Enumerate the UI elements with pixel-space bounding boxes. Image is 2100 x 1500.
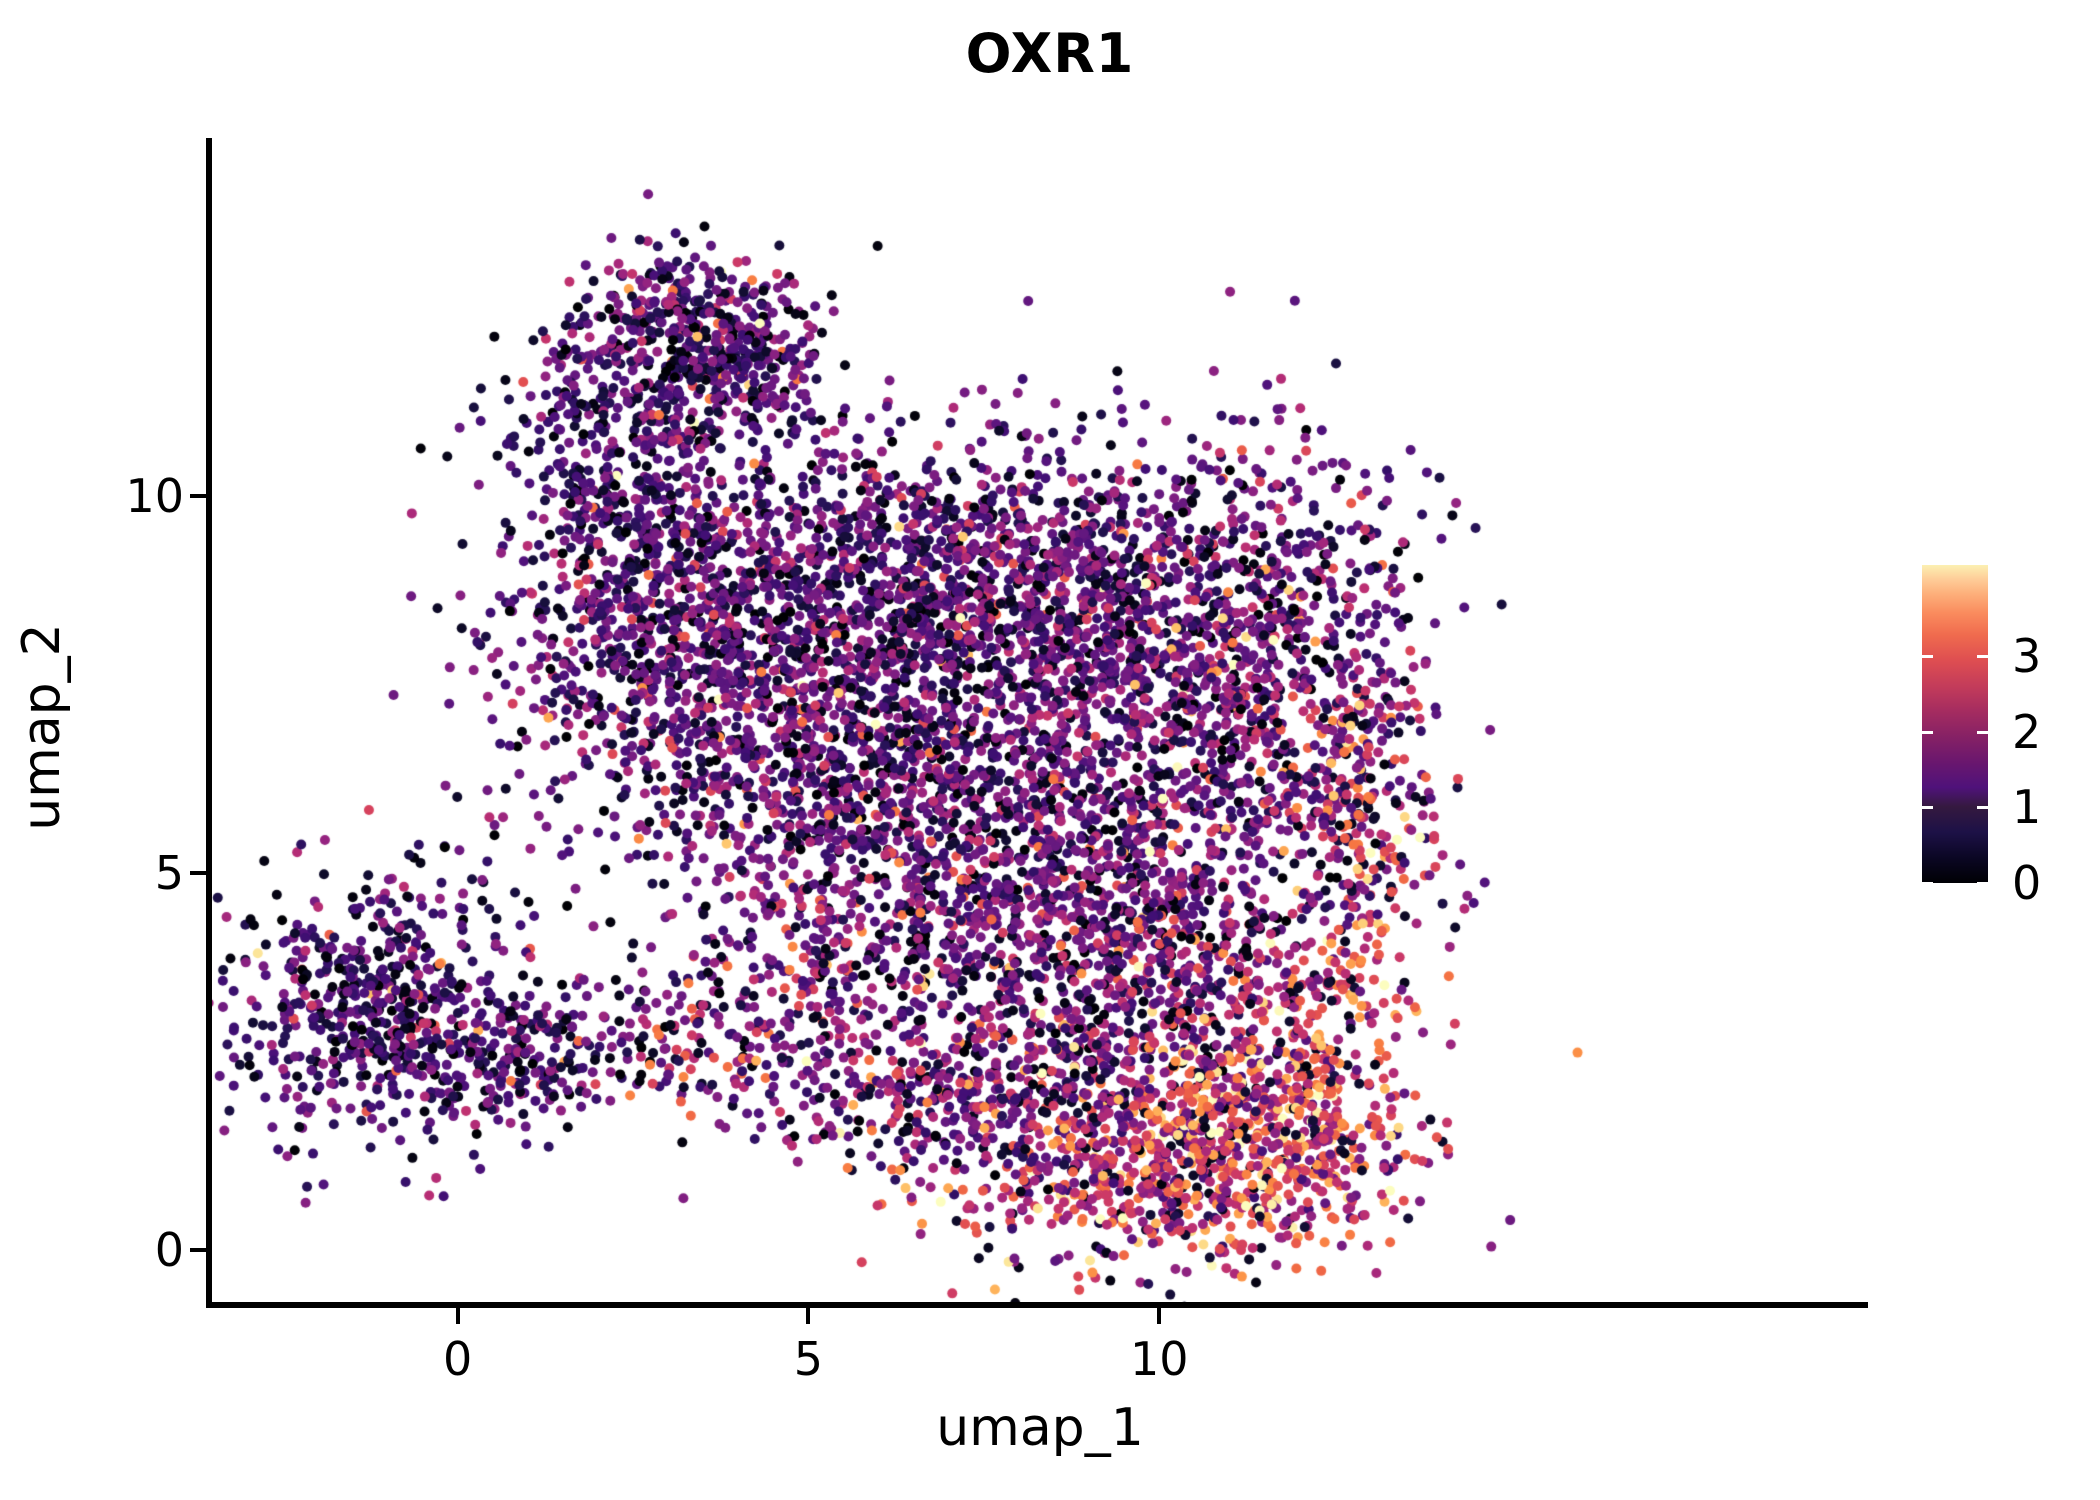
x-axis-label: umap_1 (936, 1398, 1144, 1458)
x-tick-mark (806, 1308, 811, 1324)
colorbar-tick-label: 2 (2012, 704, 2042, 759)
colorbar-tick-mark (1977, 654, 1988, 658)
colorbar-tick-label: 1 (2012, 780, 2042, 835)
colorbar-tick-mark (1922, 806, 1933, 810)
colorbar-tick-mark (1977, 882, 1988, 885)
x-tick-label: 10 (1130, 1332, 1189, 1386)
x-tick-label: 5 (793, 1332, 824, 1386)
y-tick-mark (190, 494, 206, 499)
colorbar-tick-mark (1977, 806, 1988, 810)
x-tick-mark (1157, 1308, 1162, 1324)
colorbar-tick-label: 3 (2012, 628, 2042, 683)
colorbar-gradient (1922, 565, 1988, 883)
colorbar-tick-mark (1922, 730, 1933, 734)
y-axis-spine (206, 138, 212, 1308)
scatter-points-canvas (212, 138, 1868, 1302)
y-tick-label: 0 (154, 1222, 184, 1277)
x-axis-spine (206, 1302, 1868, 1308)
x-tick-label: 0 (442, 1332, 473, 1386)
scatter-plot-area (212, 138, 1868, 1302)
colorbar-tick-mark (1922, 882, 1933, 885)
colorbar (1922, 565, 1988, 883)
colorbar-tick-mark (1977, 730, 1988, 734)
x-tick-mark (455, 1308, 460, 1324)
colorbar-tick-mark (1922, 654, 1933, 658)
y-tick-label: 10 (125, 469, 184, 524)
y-axis-label: umap_2 (12, 623, 72, 831)
colorbar-tick-label: 0 (2012, 856, 2042, 910)
page-title: OXR1 (965, 22, 1135, 85)
y-tick-label: 5 (154, 846, 184, 901)
y-tick-mark (190, 1247, 206, 1252)
y-tick-mark (190, 871, 206, 876)
